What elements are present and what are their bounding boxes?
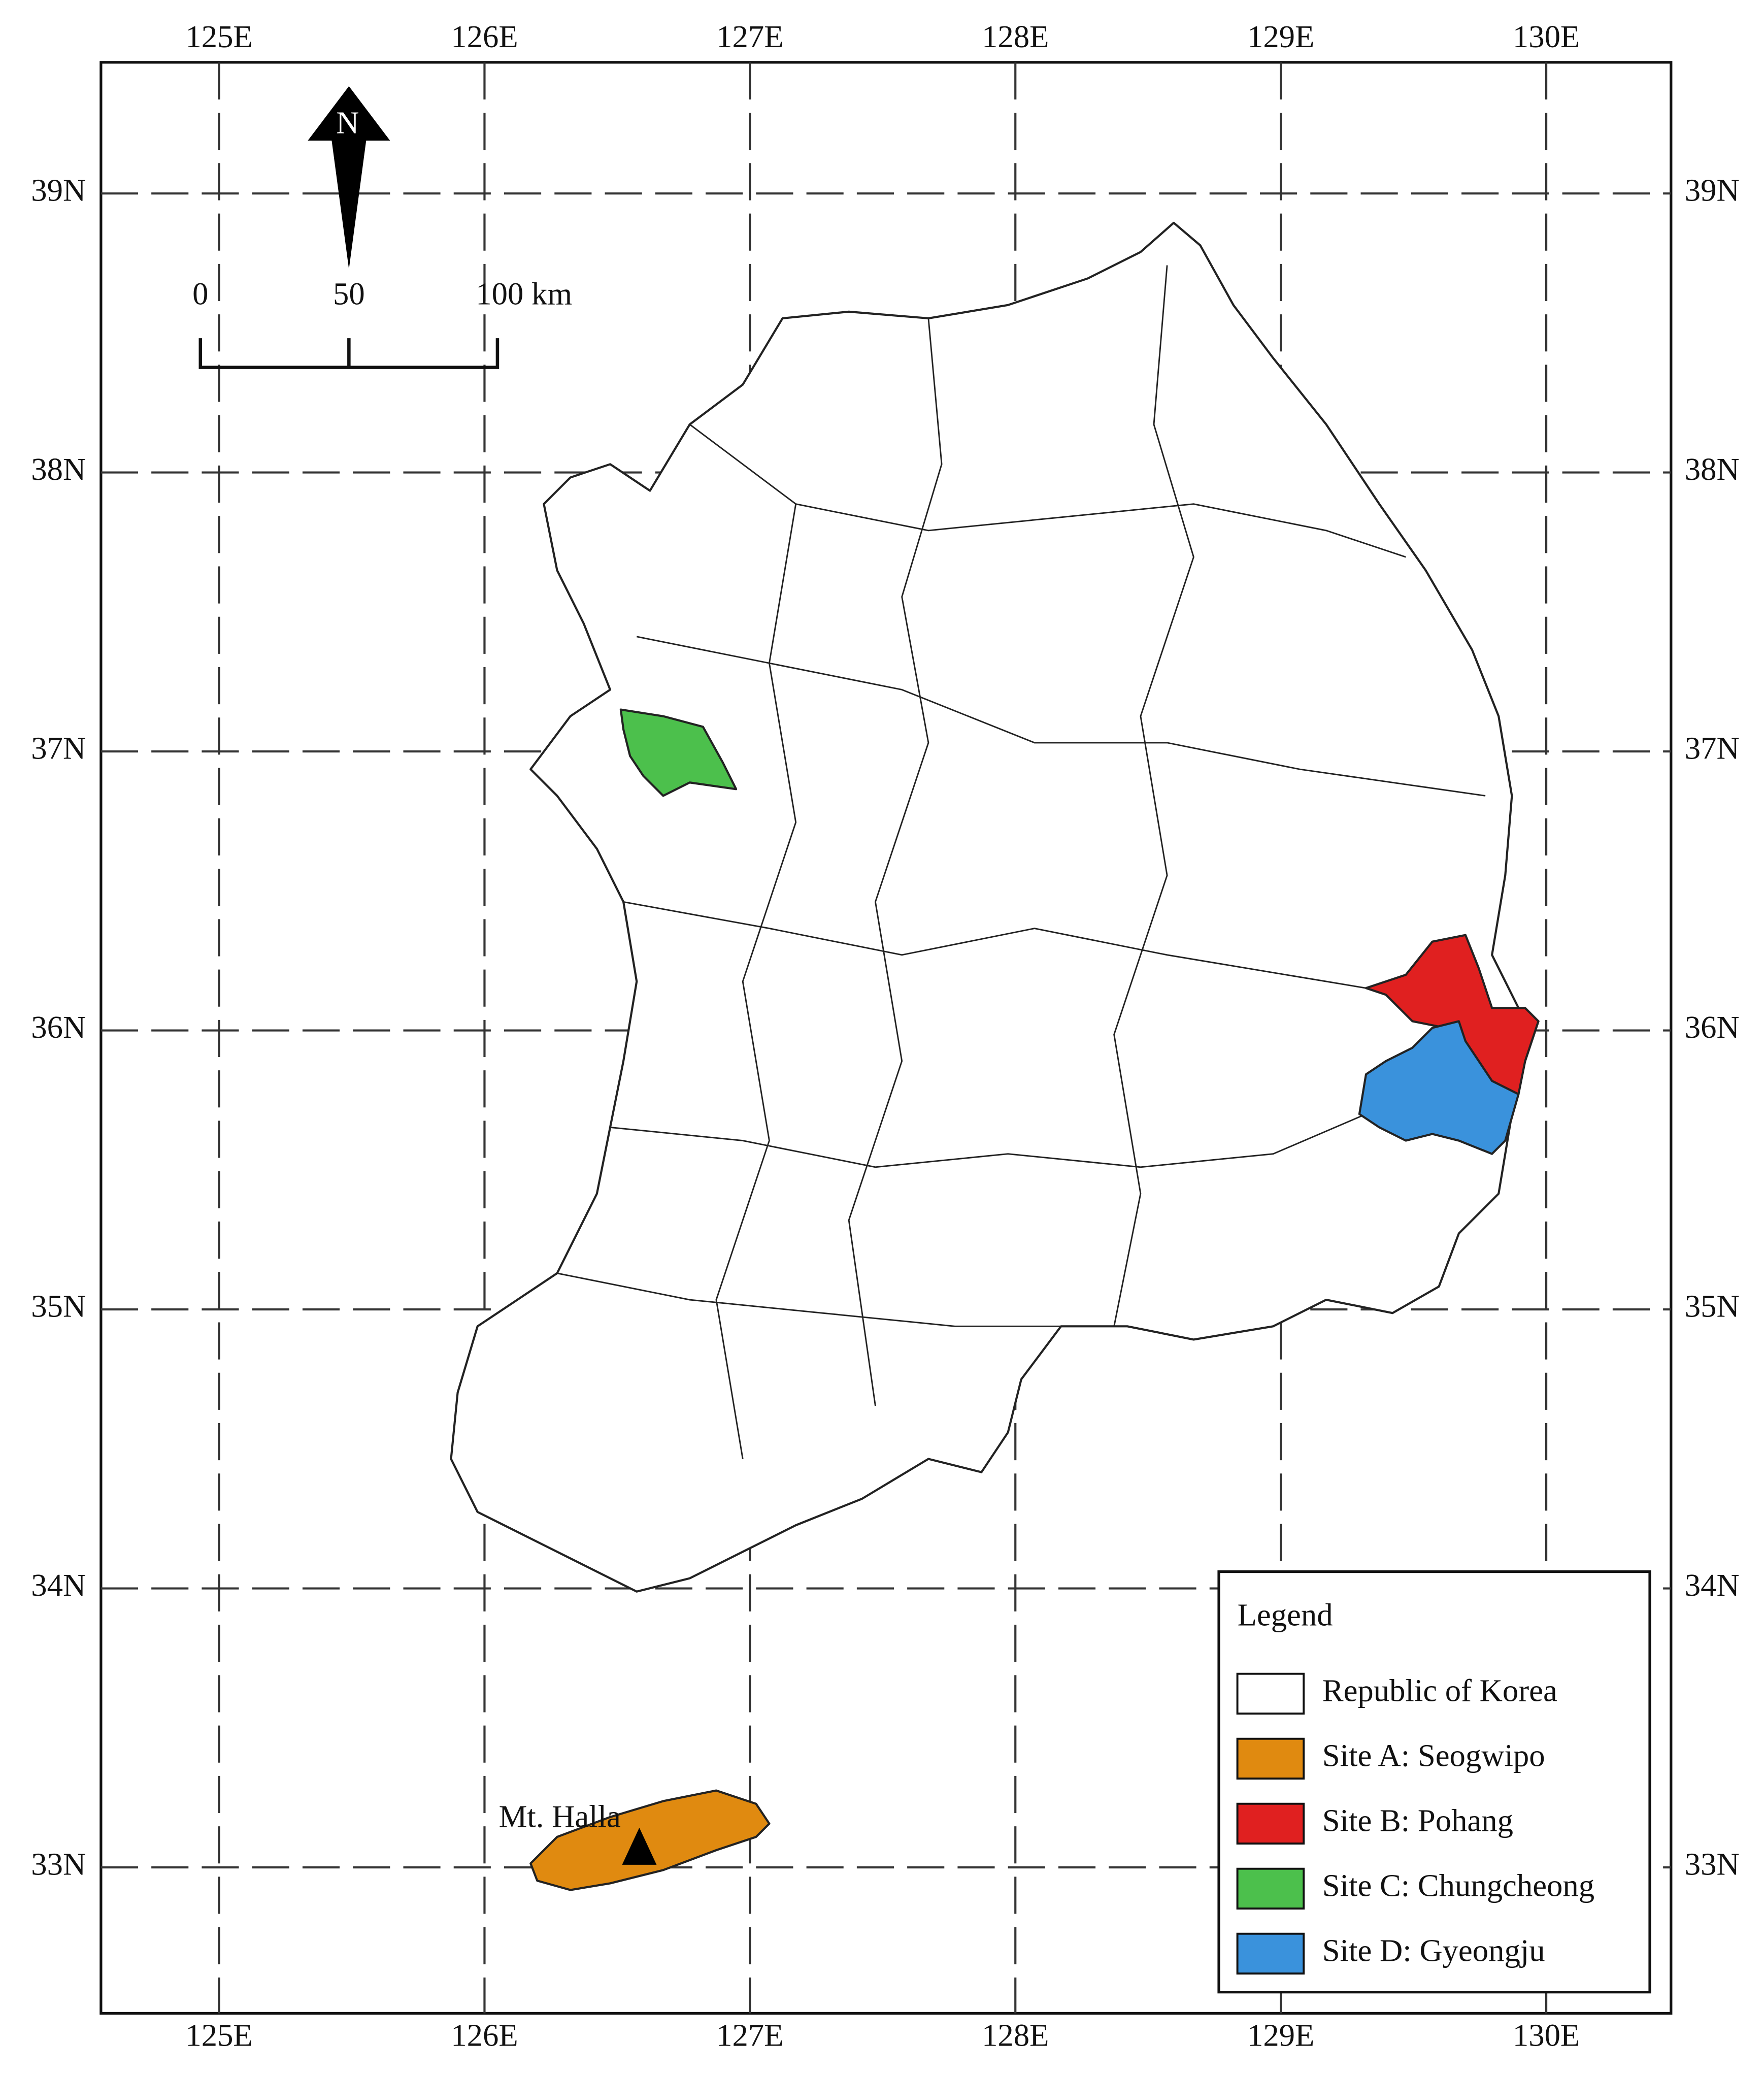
legend-label: Site A: Seogwipo [1322,1737,1545,1773]
lat-label: 39N [31,172,86,208]
lon-label: 126E [451,19,518,54]
lat-label: 36N [31,1009,86,1045]
lat-label: 37N [1685,730,1740,766]
annotation: Mt. Halla [499,1798,621,1834]
lon-label: 125E [185,2017,252,2053]
legend-title: Legend [1238,1597,1333,1632]
lon-label: 130E [1513,19,1580,54]
legend-box [1217,1570,1651,1994]
boundary [848,318,943,1406]
lon-label: 127E [716,2017,783,2053]
site-c-region [619,708,738,797]
mountain-marker [622,1827,657,1865]
scale-label: 50 [333,276,365,312]
scale-label: 100 km [476,276,572,312]
legend-label: Site B: Pohang [1322,1802,1513,1838]
scale-label: 0 [192,276,208,312]
legend-label: Site C: Chungcheong [1322,1867,1594,1903]
boundary [610,1113,1367,1168]
lat-label: 33N [1685,1846,1740,1882]
boundary [715,504,797,1459]
boundary [1113,265,1194,1327]
scale-bar [198,338,500,369]
district-boundaries [557,265,1486,1459]
site-d-region [1358,1020,1520,1155]
lon-label: 125E [185,19,252,54]
legend-swatch [1236,1802,1305,1845]
legend: Republic of Korea Site A: Seogwipo Site B:… [1236,1672,1594,1975]
site-b-region [1364,934,1540,1096]
legend-label: Site D: Gyeongju [1322,1932,1545,1968]
legend-swatch [1236,1932,1305,1975]
lon-label: 127E [716,19,783,54]
legend-swatch [1236,1737,1305,1780]
north-arrow [308,86,390,270]
legend-label: Republic of Korea [1322,1672,1557,1708]
lat-label: 34N [31,1567,86,1603]
lat-label: 38N [31,451,86,487]
lat-label: 33N [31,1846,86,1882]
lon-label: 126E [451,2017,518,2053]
lat-label: 39N [1685,172,1740,208]
lat-label: 36N [1685,1009,1740,1045]
lat-label: 34N [1685,1567,1740,1603]
lon-label: 128E [982,2017,1049,2053]
lon-label: 128E [982,19,1049,54]
korea-mainland [450,221,1540,1593]
legend-swatch [1236,1672,1305,1715]
lat-label: 35N [31,1288,86,1324]
boundary [623,901,1367,989]
lon-label: 129E [1247,19,1314,54]
lat-label: 35N [1685,1288,1740,1324]
site-a-region [529,1789,771,1891]
lat-label: 37N [31,730,86,766]
north-label: N [336,105,359,141]
boundary [557,1272,1061,1327]
lon-label: 129E [1247,2017,1314,2053]
legend-swatch [1236,1867,1305,1910]
lon-label: 130E [1513,2017,1580,2053]
lat-label: 38N [1685,451,1740,487]
